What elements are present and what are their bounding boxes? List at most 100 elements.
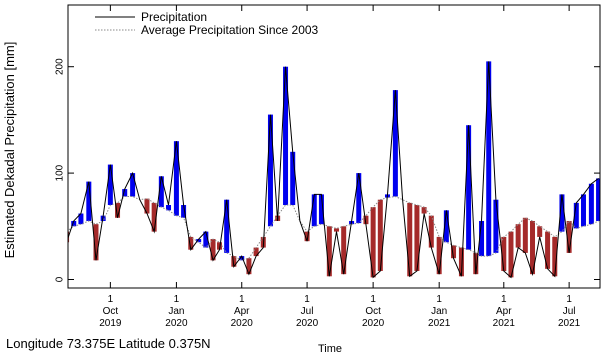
anomaly-bar [115, 202, 121, 218]
x-tick-label: Oct [365, 306, 381, 317]
anomaly-bar [144, 198, 150, 214]
anomaly-bar [130, 173, 136, 197]
legend-label: Precipitation [141, 10, 207, 24]
anomaly-bar [493, 199, 499, 253]
x-tick-label: 1 [436, 294, 442, 305]
anomaly-bar [253, 247, 259, 257]
anomaly-bar [122, 189, 128, 197]
anomaly-bar [414, 205, 420, 271]
x-tick-label: 2020 [362, 318, 385, 329]
anomaly-bar [196, 239, 202, 243]
series-line [68, 195, 599, 261]
x-tick-label: Jul [301, 306, 314, 317]
anomaly-bar [78, 213, 84, 225]
anomaly-bar [188, 236, 194, 250]
x-tick-label: 2021 [558, 318, 581, 329]
y-axis-label: Estimated Dekadal Precipitation [mm] [2, 42, 17, 259]
anomaly-bar [283, 66, 289, 206]
anomaly-bar [158, 176, 164, 208]
x-tick-label: 2021 [493, 318, 516, 329]
anomaly-bar [231, 256, 237, 267]
anomaly-bar [311, 194, 317, 227]
anomaly-bar [93, 224, 99, 261]
x-tick-label: 1 [370, 294, 376, 305]
x-tick-label: 1 [239, 294, 245, 305]
anomaly-bar [530, 220, 536, 275]
anomaly-bar [151, 202, 157, 232]
x-tick-label: Apr [496, 306, 512, 317]
y-tick-label: 200 [55, 58, 66, 75]
anomaly-bar [224, 199, 230, 253]
x-tick-label: 2020 [165, 318, 188, 329]
anomaly-bar [181, 205, 187, 218]
x-tick-label: Apr [234, 306, 250, 317]
plot-frame [67, 4, 601, 289]
x-tick-label: 2020 [231, 318, 254, 329]
anomaly-bar [290, 151, 296, 206]
anomaly-bar [326, 226, 332, 277]
anomaly-bar [596, 178, 600, 221]
anomaly-bar [473, 252, 479, 275]
anomaly-bar [537, 226, 543, 237]
anomaly-bar [370, 207, 376, 278]
anomaly-bar [341, 226, 347, 275]
anomaly-bar [210, 239, 216, 261]
anomaly-bar [545, 231, 551, 269]
series-line [68, 61, 599, 279]
anomaly-bar [588, 183, 594, 225]
anomaly-bar [522, 217, 528, 253]
anomaly-bar [363, 215, 369, 225]
legend-label: Average Precipitation Since 2003 [141, 23, 319, 37]
anomaly-bar [451, 245, 457, 259]
x-tick-label: 1 [304, 294, 310, 305]
x-tick-label: 1 [108, 294, 114, 305]
anomaly-bar [267, 114, 273, 227]
anomaly-bar [479, 220, 485, 257]
anomaly-bar [377, 199, 383, 271]
anomaly-bar [501, 236, 507, 271]
anomaly-bar [246, 258, 252, 275]
plot-area [68, 61, 600, 279]
anomaly-bar [428, 215, 434, 248]
anomaly-bar [436, 236, 442, 275]
x-axis-label: Time [318, 343, 342, 355]
anomaly-bar [356, 173, 362, 224]
anomaly-bar [580, 194, 586, 227]
x-tick-label: 1 [501, 294, 507, 305]
anomaly-bar [71, 220, 77, 227]
anomaly-bar [515, 224, 521, 248]
x-tick-label: 2020 [296, 318, 319, 329]
anomaly-bar [458, 247, 464, 277]
x-tick-label: 1 [174, 294, 180, 305]
anomaly-bar [203, 231, 209, 248]
footnote: Longitude 73.375E Latitude 0.375N [6, 336, 211, 351]
anomaly-bar [466, 125, 472, 250]
anomaly-bar [421, 207, 427, 214]
x-tick-label: Jul [563, 306, 576, 317]
anomaly-bar [107, 164, 113, 206]
anomaly-bar [552, 236, 558, 277]
anomaly-bar [239, 256, 245, 261]
x-tick-label: 1 [566, 294, 572, 305]
anomaly-bar [559, 194, 565, 232]
anomaly-bar [486, 61, 492, 257]
anomaly-bar [392, 90, 398, 197]
x-tick-label: Jan [431, 306, 447, 317]
anomaly-bar [566, 220, 572, 253]
anomaly-bar [173, 141, 179, 216]
anomaly-bar [304, 231, 310, 242]
anomaly-bar [216, 242, 222, 250]
x-tick-label: Oct [103, 306, 119, 317]
anomaly-bar [573, 202, 579, 229]
x-tick-label: 2019 [99, 318, 122, 329]
x-tick-label: 2021 [428, 318, 451, 329]
anomaly-bar [318, 194, 324, 225]
anomaly-bar [407, 202, 413, 277]
anomaly-bar [86, 181, 92, 221]
anomaly-bar [166, 205, 172, 211]
x-tick-label: Jan [168, 306, 184, 317]
y-tick-label: 0 [55, 276, 66, 282]
anomaly-bar [508, 231, 514, 278]
